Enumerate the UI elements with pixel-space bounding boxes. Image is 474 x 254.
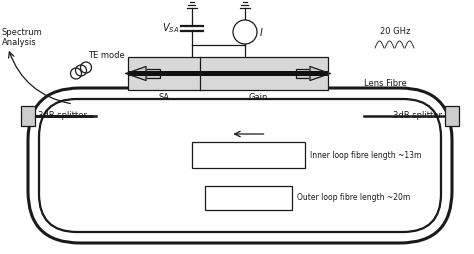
- Bar: [296, 69, 310, 78]
- Text: $V_{SA}$: $V_{SA}$: [162, 21, 179, 35]
- Bar: [128, 71, 328, 76]
- Text: Spectrum
Analysis: Spectrum Analysis: [2, 28, 43, 47]
- Circle shape: [233, 20, 257, 44]
- Text: TE mode: TE mode: [88, 51, 124, 59]
- Text: 20 GHz: 20 GHz: [380, 27, 410, 37]
- Polygon shape: [126, 67, 146, 81]
- Bar: [205, 186, 292, 210]
- Text: EDFA: EDFA: [236, 193, 261, 203]
- Text: Gain: Gain: [248, 93, 268, 102]
- Text: 3dB splitter: 3dB splitter: [393, 112, 442, 120]
- Text: 3dB splitter: 3dB splitter: [38, 112, 87, 120]
- Text: Optical Delay: Optical Delay: [220, 151, 277, 160]
- Polygon shape: [310, 67, 330, 81]
- Bar: [445, 106, 459, 126]
- Bar: [128, 57, 328, 90]
- Bar: [146, 69, 160, 78]
- Text: Inner loop fibre length ~13m: Inner loop fibre length ~13m: [310, 151, 421, 160]
- Bar: [21, 106, 35, 126]
- Text: $I$: $I$: [259, 26, 264, 38]
- Text: SA: SA: [158, 93, 170, 102]
- Text: Outer loop fibre length ~20m: Outer loop fibre length ~20m: [297, 194, 410, 202]
- Bar: [192, 142, 305, 168]
- Text: Lens Fibre: Lens Fibre: [364, 79, 407, 88]
